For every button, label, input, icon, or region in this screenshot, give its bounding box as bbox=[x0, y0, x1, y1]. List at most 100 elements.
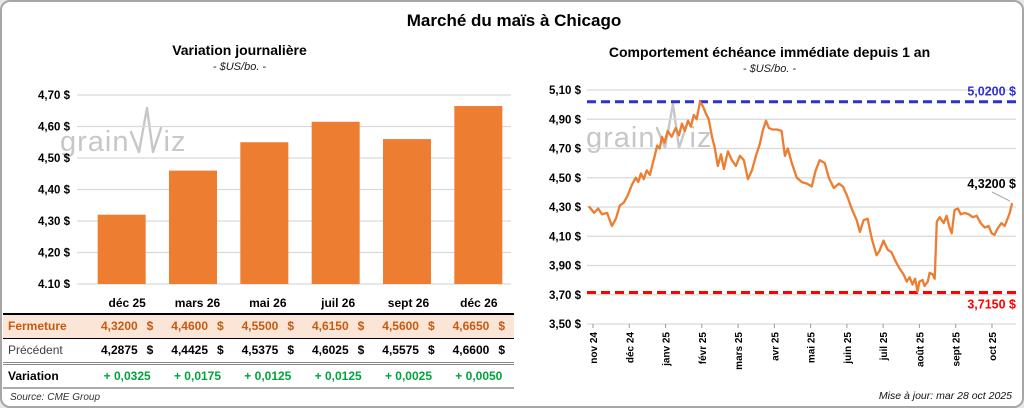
y-axis-tick-label: 4,30 $ bbox=[38, 216, 71, 228]
variation-cell: + 0,0025 bbox=[373, 363, 443, 388]
x-axis-tick-label: août 25 bbox=[915, 332, 926, 367]
table-column-header: déc 26 bbox=[460, 295, 498, 310]
currency-symbol: $ bbox=[498, 319, 506, 334]
table-row-variation: Variation + 0,0325 + 0,0175 + 0,0125 + 0,012… bbox=[3, 363, 514, 388]
daily-variation-bar-chart: 4,70 $ 4,60 $ 4,50 $ 4,40 $ 4,30 $ 4,20 $ 4,10… bbox=[38, 90, 511, 288]
currency-symbol: $ bbox=[357, 343, 365, 357]
grainwiz-watermark: grain iz bbox=[60, 104, 187, 158]
watermark-text-suffix: iz bbox=[163, 125, 187, 158]
cell-value: 4,6600 bbox=[452, 343, 490, 357]
y-axis-tick-label: 4,50 $ bbox=[38, 153, 71, 165]
x-axis-tick-label: juin 25 bbox=[843, 332, 854, 365]
bar-sept-26 bbox=[383, 139, 431, 284]
currency-symbol: $ bbox=[427, 343, 435, 357]
cell-value: 4,5500 bbox=[241, 319, 279, 334]
close-cell: 4,3200 $ bbox=[92, 314, 162, 338]
y-axis-tick-label: 4,10 $ bbox=[38, 279, 71, 288]
x-axis-tick-label: avr 25 bbox=[770, 332, 781, 361]
x-axis-tick-label: févr 25 bbox=[698, 332, 709, 365]
cell-value: + 0,0175 bbox=[173, 368, 222, 383]
currency-symbol: $ bbox=[287, 319, 295, 334]
cell-value: + 0,0025 bbox=[384, 368, 432, 383]
close-cell: 4,5600 $ bbox=[373, 314, 443, 338]
currency-symbol: $ bbox=[146, 319, 154, 334]
y-axis-tick-label: 3,50 $ bbox=[549, 319, 582, 331]
cell-value: 4,5575 bbox=[382, 343, 419, 357]
update-note: Mise à jour: mar 28 oct 2025 bbox=[878, 390, 1012, 402]
cell-value: + 0,0325 bbox=[103, 368, 151, 383]
variation-cell: + 0,0125 bbox=[233, 363, 303, 388]
close-cell: 4,5500 $ bbox=[233, 314, 303, 338]
price-line bbox=[588, 100, 1014, 293]
currency-symbol: $ bbox=[498, 343, 506, 357]
y-axis-tick-label: 5,10 $ bbox=[549, 85, 582, 97]
x-axis-tick-label: oct 25 bbox=[988, 332, 999, 361]
table-column-header: sept 26 bbox=[387, 295, 430, 310]
last-value-label: 4,3200 $ bbox=[967, 177, 1016, 191]
x-axis-tick-label: janv 25 bbox=[662, 332, 673, 367]
previous-cell: 4,4425 $ bbox=[162, 338, 232, 363]
cell-value: 4,6150 bbox=[311, 319, 349, 334]
page-title: Marché du maïs à Chicago bbox=[406, 11, 622, 30]
cell-value: 4,6650 bbox=[452, 319, 490, 334]
row-label: Variation bbox=[8, 368, 59, 383]
previous-cell: 4,2875 $ bbox=[92, 338, 162, 363]
cell-value: 4,5600 bbox=[382, 319, 419, 334]
cell-value: 4,2875 bbox=[100, 343, 138, 357]
previous-cell: 4,6025 $ bbox=[303, 338, 373, 363]
cell-value: + 0,0125 bbox=[244, 368, 292, 383]
bar-mai-26 bbox=[240, 142, 289, 284]
right-chart-subtitle: - $US/bo. - bbox=[742, 63, 797, 75]
x-axis-tick-label: juil 25 bbox=[879, 332, 890, 362]
previous-cell: 4,5575 $ bbox=[373, 338, 443, 363]
close-cell: 4,6650 $ bbox=[444, 314, 514, 338]
y-axis-tick-label: 4,60 $ bbox=[38, 122, 71, 134]
left-chart-subtitle: - $US/bo. - bbox=[212, 61, 267, 73]
callout-leader-line bbox=[991, 191, 1011, 202]
currency-symbol: $ bbox=[217, 319, 224, 334]
close-cell: 4,6150 $ bbox=[303, 314, 373, 338]
x-axis-tick-label: mai 25 bbox=[807, 332, 818, 364]
row-label: Précédent bbox=[8, 343, 63, 357]
y-axis-tick-label: 4,70 $ bbox=[549, 144, 582, 156]
cell-value: 4,6025 bbox=[311, 343, 349, 357]
cell-value: + 0,0050 bbox=[455, 368, 503, 383]
table-column-header: déc 25 bbox=[108, 295, 146, 310]
watermark-text-prefix: grain bbox=[60, 125, 130, 158]
price-table: déc 25 mars 26 mai 26 juil 26 sept 26 déc 26 F… bbox=[3, 292, 514, 389]
y-axis-tick-label: 4,20 $ bbox=[38, 248, 71, 260]
bar-déc-25 bbox=[97, 214, 146, 284]
close-cell: 4,4600 $ bbox=[162, 314, 232, 338]
cell-value: 4,4600 bbox=[171, 319, 208, 334]
row-label: Fermeture bbox=[8, 319, 67, 334]
y-axis-tick-label: 3,70 $ bbox=[549, 290, 582, 302]
variation-cell: + 0,0325 bbox=[92, 363, 162, 388]
table-row-previous: Précédent 4,2875 $4,4425 $4,5375 $4,6025 $4,5… bbox=[3, 338, 514, 363]
currency-symbol: $ bbox=[357, 319, 365, 334]
variation-cell: + 0,0050 bbox=[444, 363, 514, 388]
y-axis-tick-label: 3,90 $ bbox=[549, 261, 582, 273]
max-value-label: 5,0200 $ bbox=[967, 85, 1016, 99]
variation-cell: + 0,0175 bbox=[162, 363, 232, 388]
table-corner-cell bbox=[3, 292, 92, 314]
y-axis-tick-label: 4,90 $ bbox=[549, 114, 582, 126]
bar-juil-26 bbox=[311, 121, 360, 285]
min-value-label: 3,7150 $ bbox=[967, 298, 1016, 312]
x-axis-tick-label: sept 25 bbox=[952, 332, 963, 367]
table-column-header: mars 26 bbox=[174, 295, 221, 310]
front-month-line-chart: 5,10 $ 4,90 $ 4,70 $ 4,50 $ 4,30 $ 4,10 $ 3,90… bbox=[549, 85, 1016, 370]
table-column-header: mai 26 bbox=[249, 295, 287, 310]
right-chart-title: Comportement échéance immédiate depuis 1… bbox=[608, 44, 931, 60]
currency-symbol: $ bbox=[427, 319, 435, 334]
y-axis-tick-label: 4,40 $ bbox=[38, 185, 71, 197]
grainwiz-spike-icon bbox=[129, 106, 162, 154]
table-column-header: juil 26 bbox=[321, 295, 356, 310]
cell-value: 4,3200 bbox=[100, 319, 138, 334]
bar-déc-26 bbox=[454, 106, 503, 285]
watermark-text-suffix: iz bbox=[689, 121, 713, 154]
y-axis-tick-label: 4,10 $ bbox=[549, 231, 582, 243]
x-axis-tick-label: déc 24 bbox=[625, 332, 636, 364]
cell-value: + 0,0125 bbox=[314, 368, 362, 383]
table-row-close: Fermeture 4,3200 $4,4600 $4,5500 $4,6150 $4,5… bbox=[3, 314, 514, 338]
bar-mars-26 bbox=[169, 170, 217, 284]
